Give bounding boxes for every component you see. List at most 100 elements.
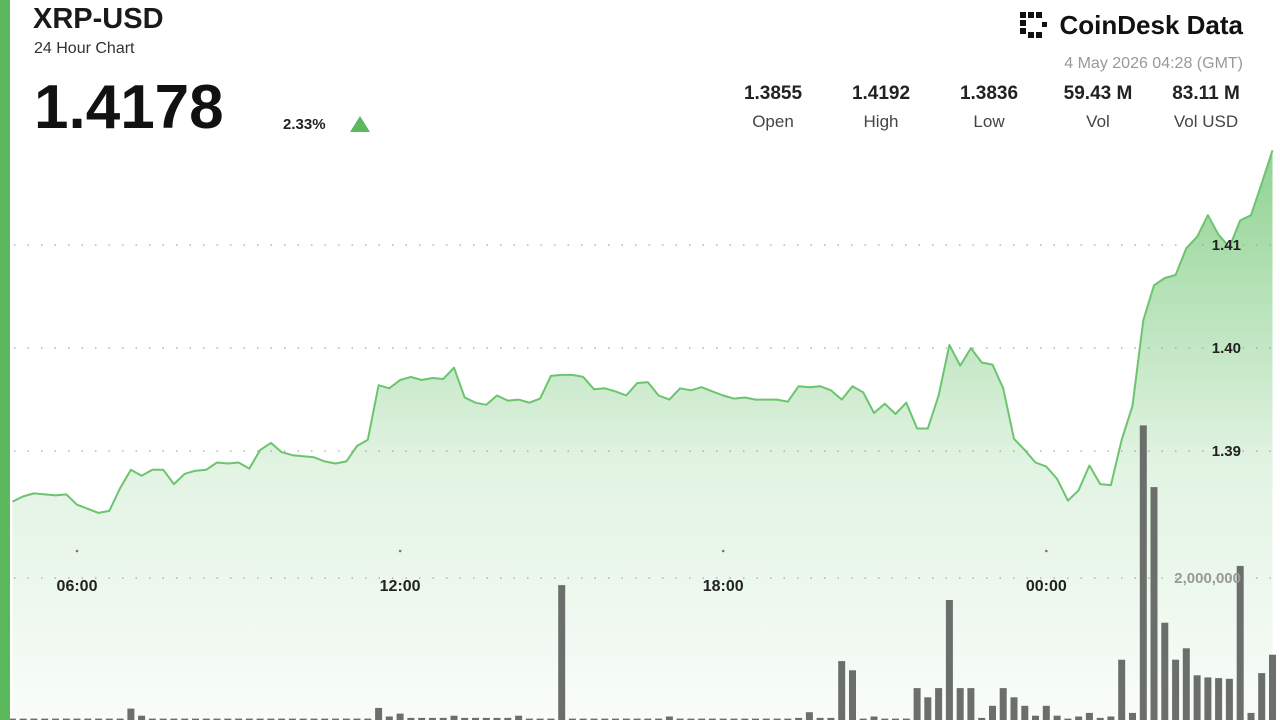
area-fill: [12, 150, 1273, 720]
volume-bar: [752, 718, 759, 720]
volume-bar: [224, 718, 232, 720]
volume-bar: [396, 713, 404, 720]
volume-bar: [116, 718, 124, 720]
volume-bar: [202, 718, 210, 720]
volume-bar: [482, 717, 490, 720]
volume-bar: [245, 718, 253, 720]
x-tick-label: 18:00: [703, 578, 744, 595]
volume-bar: [622, 718, 630, 720]
volume-bar: [1150, 487, 1158, 720]
volume-bar: [525, 718, 533, 720]
volume-bar: [1032, 715, 1039, 720]
volume-bar: [676, 718, 684, 720]
volume-bar: [1118, 659, 1126, 720]
volume-bar: [838, 661, 846, 720]
volume-bar: [655, 718, 663, 720]
volume-bar: [8, 718, 16, 720]
volume-bar: [1193, 675, 1201, 720]
volume-bar: [84, 718, 92, 720]
volume-bar: [708, 718, 716, 720]
volume-bar: [902, 718, 910, 720]
volume-bar: [924, 697, 932, 720]
change: 2.33%: [283, 116, 326, 133]
volume-bar: [127, 708, 135, 720]
volume-bar: [827, 717, 835, 720]
volume-bar: [192, 718, 199, 720]
volume-bar: [1182, 648, 1190, 720]
volume-bar: [978, 717, 986, 720]
volume-bar: [105, 718, 113, 720]
volume-bar: [52, 718, 59, 720]
volume-bar: [1225, 678, 1233, 720]
volume-bar: [892, 718, 899, 720]
stat-label: High: [864, 112, 899, 131]
volume-bar: [698, 718, 706, 720]
volume-bar: [515, 715, 523, 720]
volume-bar: [375, 707, 383, 720]
y-tick-label: 1.41: [1212, 237, 1241, 254]
volume-bar: [1247, 712, 1255, 720]
volume-bar: [385, 716, 393, 720]
volume-bar: [1269, 654, 1276, 720]
volume-bar: [1085, 712, 1093, 720]
volume-bar: [148, 718, 156, 720]
volume-bar: [989, 705, 996, 720]
accent-bar: [0, 0, 10, 720]
volume-bar: [170, 718, 178, 720]
price-line: [11, 149, 1274, 514]
x-tick: [721, 549, 725, 553]
volume-bar: [1215, 678, 1223, 720]
timestamp: 4 May 2026 04:28 (GMT): [1064, 55, 1243, 72]
volume-bar: [1139, 425, 1147, 720]
volume-bar: [504, 717, 512, 720]
volume-bar: [159, 718, 167, 720]
x-tick-label: 12:00: [380, 578, 421, 595]
volume-bar: [450, 715, 458, 720]
volume-bar: [805, 712, 813, 720]
stat-label: Low: [973, 112, 1005, 131]
volume-bar: [181, 718, 189, 720]
y2-tick-label: 2,000,000: [1174, 570, 1241, 587]
volume-bar: [665, 716, 673, 720]
stat-label: Open: [752, 112, 794, 131]
volume-bar: [19, 718, 27, 720]
stat-value: 83.11 M: [1172, 83, 1240, 104]
x-tick: [1045, 549, 1048, 553]
volume-bar: [579, 718, 587, 720]
volume-bar: [859, 718, 867, 720]
volume-bar: [342, 718, 350, 720]
volume-bar: [299, 718, 307, 720]
stat-value: 1.3836: [960, 83, 1018, 104]
volume-bar: [95, 718, 103, 720]
volume-bar: [41, 718, 49, 720]
volume-bar: [439, 717, 447, 720]
subtitle: 24 Hour Chart: [34, 40, 135, 57]
volume-bar: [1021, 705, 1029, 720]
volume-bar: [472, 717, 479, 720]
volume-bar: [1096, 717, 1104, 720]
volume-bar: [1042, 705, 1050, 720]
volume-bar: [590, 718, 598, 720]
volume-bar: [719, 718, 727, 720]
volume-bar: [849, 670, 856, 720]
volume-bar: [138, 715, 146, 720]
volume-bar: [332, 718, 339, 720]
up-arrow: [350, 116, 370, 132]
volume-bar: [461, 717, 469, 720]
volume-bar: [30, 718, 38, 720]
volume-bar: [601, 718, 609, 720]
volume-bar: [1064, 718, 1072, 720]
volume-bar: [935, 688, 943, 720]
logo-icon: [1020, 12, 1047, 38]
y-tick-label: 1.40: [1212, 340, 1241, 357]
stat-value: 1.4192: [852, 83, 910, 104]
volume-bar: [1258, 673, 1266, 720]
volume-bar: [687, 718, 695, 720]
stat-label: Vol: [1086, 112, 1110, 131]
stat-value: 59.43 M: [1064, 83, 1133, 104]
volume-bar: [956, 688, 964, 720]
volume-bar: [1161, 622, 1169, 720]
volume-bar: [795, 717, 803, 720]
volume-bar: [784, 718, 792, 720]
